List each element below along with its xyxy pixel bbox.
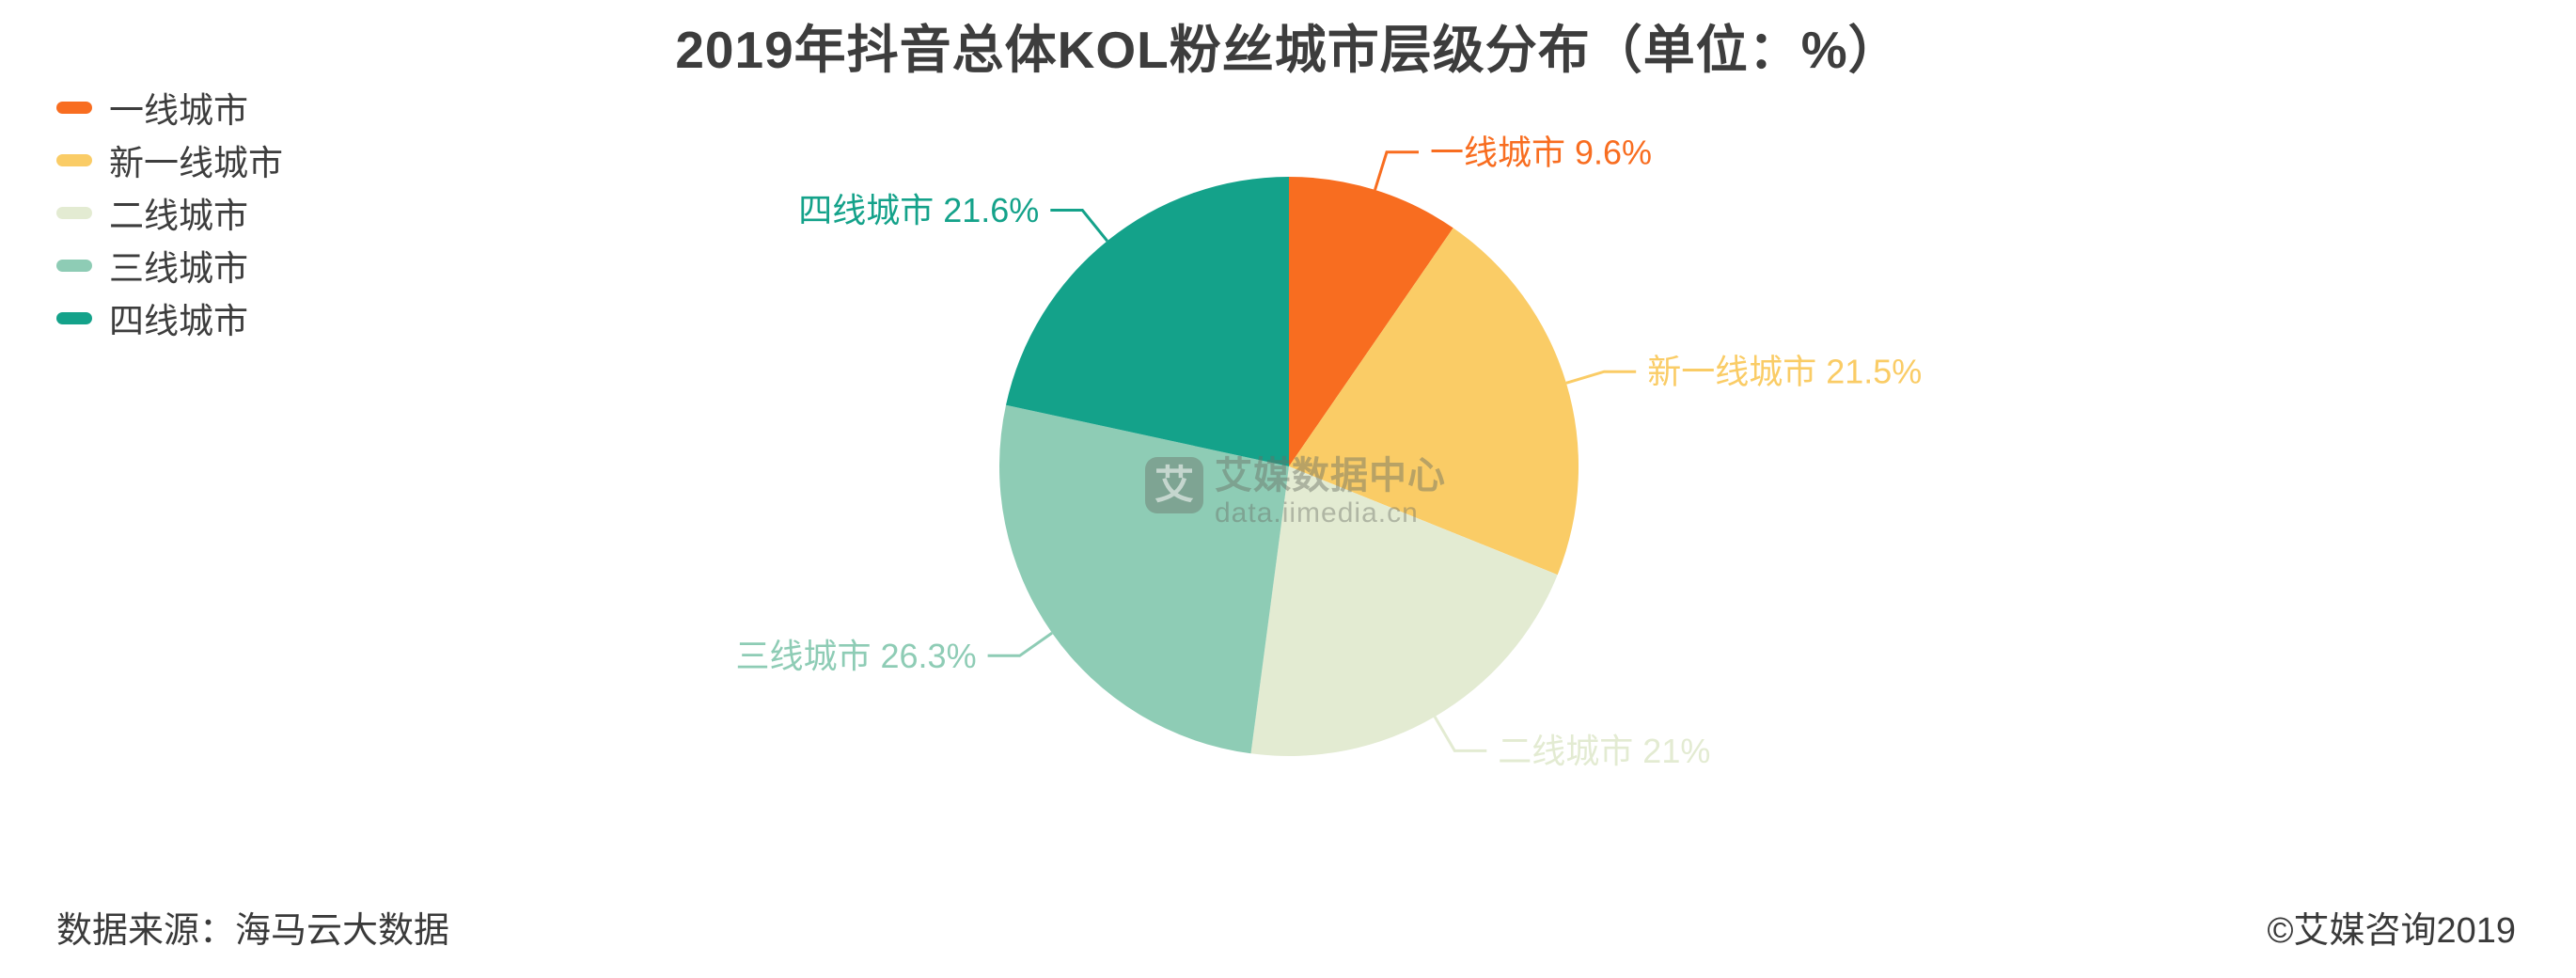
legend-label: 二线城市 [109,197,248,235]
legend-label: 四线城市 [109,302,248,340]
pie-label-leader-line-3 [987,631,1053,657]
pie-label-leader-line-0 [1374,150,1419,191]
pie-slice-1[interactable] [1289,228,1579,576]
legend-item-1[interactable]: 新一线城市 [56,134,283,186]
data-source-note: 数据来源：海马云大数据 [56,911,450,951]
copyright-note: ©艾媒咨询2019 [2267,911,2516,951]
pie-slice-0[interactable] [1289,177,1453,466]
pie-slice-3[interactable] [999,404,1289,754]
legend-marker-icon [56,153,92,166]
legend-item-0[interactable]: 一线城市 [56,81,283,134]
pie-slice-4[interactable] [1006,177,1289,466]
pie-label-leader-line-2 [1433,716,1487,752]
legend: 一线城市新一线城市二线城市三线城市四线城市 [56,81,283,344]
legend-item-4[interactable]: 四线城市 [56,292,283,344]
pie-slice-label-1: 新一线城市 21.5% [1647,353,1922,391]
legend-item-2[interactable]: 二线城市 [56,186,283,239]
legend-marker-icon [56,206,92,219]
legend-label: 三线城市 [109,249,248,288]
chart-title: 2019年抖音总体KOL粉丝城市层级分布（单位：%） [675,21,1901,79]
legend-label: 新一线城市 [109,144,283,182]
pie-slice-label-2: 二线城市 21% [1498,732,1710,770]
pie-slice-2[interactable] [1250,466,1558,756]
legend-marker-icon [56,311,92,324]
legend-label: 一线城市 [109,91,248,130]
legend-item-3[interactable]: 三线城市 [56,239,283,292]
legend-marker-icon [56,259,92,272]
pie-label-leader-line-4 [1050,209,1108,243]
legend-marker-icon [56,101,92,114]
pie-slice-label-3: 三线城市 26.3% [736,637,977,675]
pie-slice-label-0: 一线城市 9.6% [1430,133,1652,171]
pie-label-leader-line-1 [1565,370,1637,385]
pie-slice-label-4: 四线城市 21.6% [798,191,1039,229]
